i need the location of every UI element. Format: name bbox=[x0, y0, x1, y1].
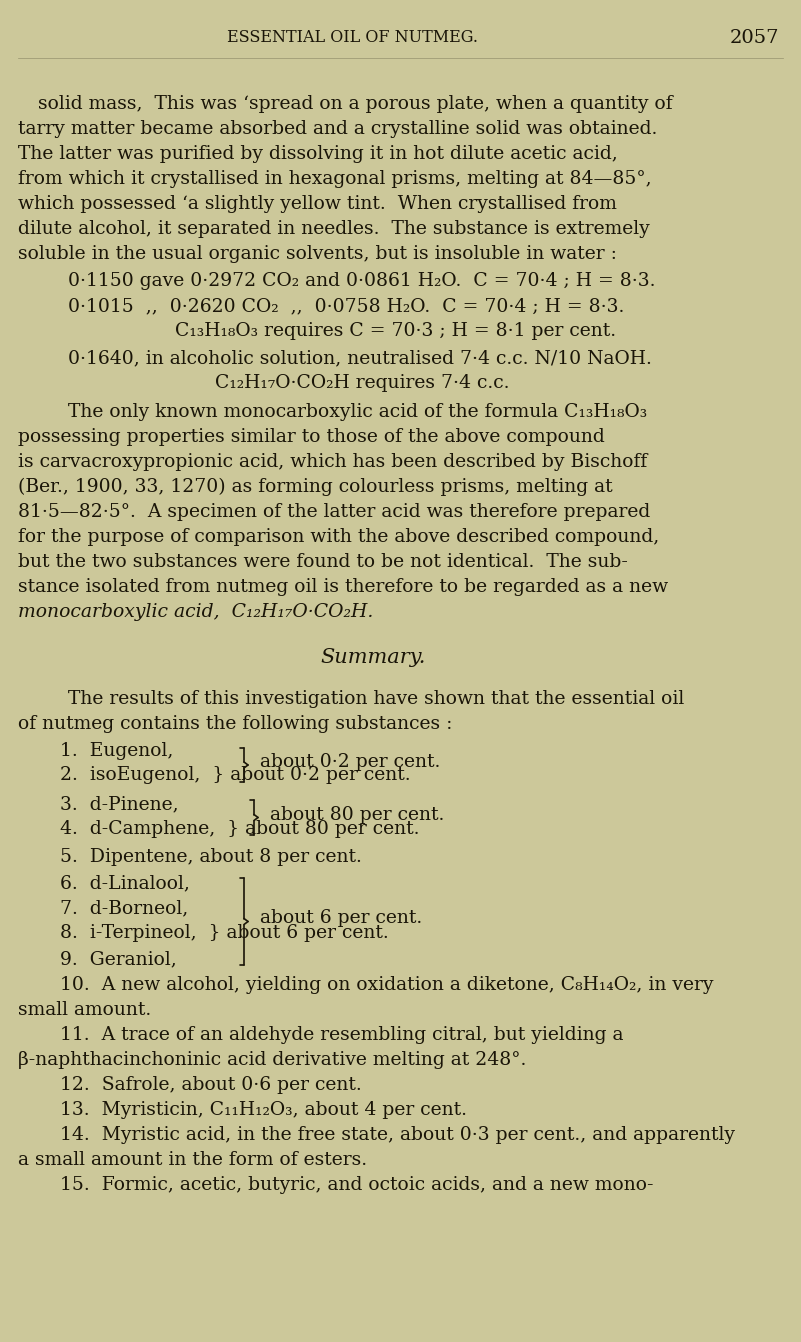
Text: 8.  i-Terpineol,  } about 6 per cent.: 8. i-Terpineol, } about 6 per cent. bbox=[60, 925, 388, 942]
Text: 7.  d-Borneol,: 7. d-Borneol, bbox=[60, 899, 188, 917]
Text: which possessed ʻa slightly yellow tint.  When crystallised from: which possessed ʻa slightly yellow tint.… bbox=[18, 195, 617, 213]
Text: 9.  Geraniol,: 9. Geraniol, bbox=[60, 950, 177, 968]
Text: 5.  Dipentene, about 8 per cent.: 5. Dipentene, about 8 per cent. bbox=[60, 848, 362, 866]
Text: 0·1015  ,,  0·2620 CO₂  ,,  0·0758 H₂O.  C = 70·4 ; H = 8·3.: 0·1015 ,, 0·2620 CO₂ ,, 0·0758 H₂O. C = … bbox=[68, 297, 624, 315]
Text: is carvacroxypropionic acid, which has been described by Bischoff: is carvacroxypropionic acid, which has b… bbox=[18, 454, 647, 471]
Text: 12.  Safrole, about 0·6 per cent.: 12. Safrole, about 0·6 per cent. bbox=[60, 1076, 362, 1094]
Text: 11.  A trace of an aldehyde resembling citral, but yielding a: 11. A trace of an aldehyde resembling ci… bbox=[60, 1027, 623, 1044]
Text: for the purpose of comparison with the above described compound,: for the purpose of comparison with the a… bbox=[18, 527, 659, 546]
Text: soluble in the usual organic solvents, but is insoluble in water :: soluble in the usual organic solvents, b… bbox=[18, 246, 617, 263]
Text: solid mass,  This was ʻspread on a porous plate, when a quantity of: solid mass, This was ʻspread on a porous… bbox=[38, 95, 673, 113]
Text: about 6 per cent.: about 6 per cent. bbox=[260, 909, 422, 927]
Text: β-naphthacinchoninic acid derivative melting at 248°.: β-naphthacinchoninic acid derivative mel… bbox=[18, 1051, 526, 1070]
Text: but the two substances were found to be not identical.  The sub-: but the two substances were found to be … bbox=[18, 553, 628, 570]
Text: about 0·2 per cent.: about 0·2 per cent. bbox=[260, 753, 441, 772]
Text: of nutmeg contains the following substances :: of nutmeg contains the following substan… bbox=[18, 715, 453, 733]
Text: a small amount in the form of esters.: a small amount in the form of esters. bbox=[18, 1151, 367, 1169]
Text: tarry matter became absorbed and a crystalline solid was obtained.: tarry matter became absorbed and a cryst… bbox=[18, 119, 658, 138]
Text: 15.  Formic, acetic, butyric, and octoic acids, and a new mono-: 15. Formic, acetic, butyric, and octoic … bbox=[60, 1176, 654, 1194]
Text: dilute alcohol, it separated in needles.  The substance is extremely: dilute alcohol, it separated in needles.… bbox=[18, 220, 650, 238]
Text: from which it crystallised in hexagonal prisms, melting at 84—85°,: from which it crystallised in hexagonal … bbox=[18, 170, 652, 188]
Text: small amount.: small amount. bbox=[18, 1001, 151, 1019]
Text: C₁₃H₁₈O₃ requires C = 70·3 ; H = 8·1 per cent.: C₁₃H₁₈O₃ requires C = 70·3 ; H = 8·1 per… bbox=[175, 322, 616, 340]
Text: 1.  Eugenol,: 1. Eugenol, bbox=[60, 742, 173, 760]
Text: (Ber., 1900, 33, 1270) as forming colourless prisms, melting at: (Ber., 1900, 33, 1270) as forming colour… bbox=[18, 478, 613, 497]
Text: about 80 per cent.: about 80 per cent. bbox=[270, 807, 445, 824]
Text: The results of this investigation have shown that the essential oil: The results of this investigation have s… bbox=[68, 690, 684, 709]
Text: possessing properties similar to those of the above compound: possessing properties similar to those o… bbox=[18, 428, 605, 446]
Text: monocarboxylic acid,  C₁₂H₁₇O·CO₂H.: monocarboxylic acid, C₁₂H₁₇O·CO₂H. bbox=[18, 603, 373, 621]
Text: 4.  d-Camphene,  } about 80 per cent.: 4. d-Camphene, } about 80 per cent. bbox=[60, 820, 420, 837]
Text: 13.  Myristicin, C₁₁H₁₂O₃, about 4 per cent.: 13. Myristicin, C₁₁H₁₂O₃, about 4 per ce… bbox=[60, 1100, 467, 1119]
Text: 3.  d-Pinene,: 3. d-Pinene, bbox=[60, 794, 179, 813]
Text: 14.  Myristic acid, in the free state, about 0·3 per cent., and apparently: 14. Myristic acid, in the free state, ab… bbox=[60, 1126, 735, 1143]
Text: stance isolated from nutmeg oil is therefore to be regarded as a new: stance isolated from nutmeg oil is there… bbox=[18, 578, 668, 596]
Text: 6.  d-Linalool,: 6. d-Linalool, bbox=[60, 874, 190, 892]
Text: C₁₂H₁₇O·CO₂H requires 7·4 c.c.: C₁₂H₁₇O·CO₂H requires 7·4 c.c. bbox=[215, 374, 509, 392]
Text: 0·1640, in alcoholic solution, neutralised 7·4 c.c. N/10 NaOH.: 0·1640, in alcoholic solution, neutralis… bbox=[68, 349, 652, 366]
Text: The only known monocarboxylic acid of the formula C₁₃H₁₈O₃: The only known monocarboxylic acid of th… bbox=[68, 403, 647, 421]
Text: 0·1150 gave 0·2972 CO₂ and 0·0861 H₂O.  C = 70·4 ; H = 8·3.: 0·1150 gave 0·2972 CO₂ and 0·0861 H₂O. C… bbox=[68, 272, 655, 290]
Text: Summary.: Summary. bbox=[320, 648, 425, 667]
Text: 2.  isoEugenol,  } about 0·2 per cent.: 2. isoEugenol, } about 0·2 per cent. bbox=[60, 766, 411, 784]
Text: The latter was purified by dissolving it in hot dilute acetic acid,: The latter was purified by dissolving it… bbox=[18, 145, 618, 162]
Text: 10.  A new alcohol, yielding on oxidation a diketone, C₈H₁₄O₂, in very: 10. A new alcohol, yielding on oxidation… bbox=[60, 976, 714, 994]
Text: ESSENTIAL OIL OF NUTMEG.: ESSENTIAL OIL OF NUTMEG. bbox=[227, 30, 478, 47]
Text: 2057: 2057 bbox=[730, 30, 779, 47]
Text: 81·5—82·5°.  A specimen of the latter acid was therefore prepared: 81·5—82·5°. A specimen of the latter aci… bbox=[18, 503, 650, 521]
